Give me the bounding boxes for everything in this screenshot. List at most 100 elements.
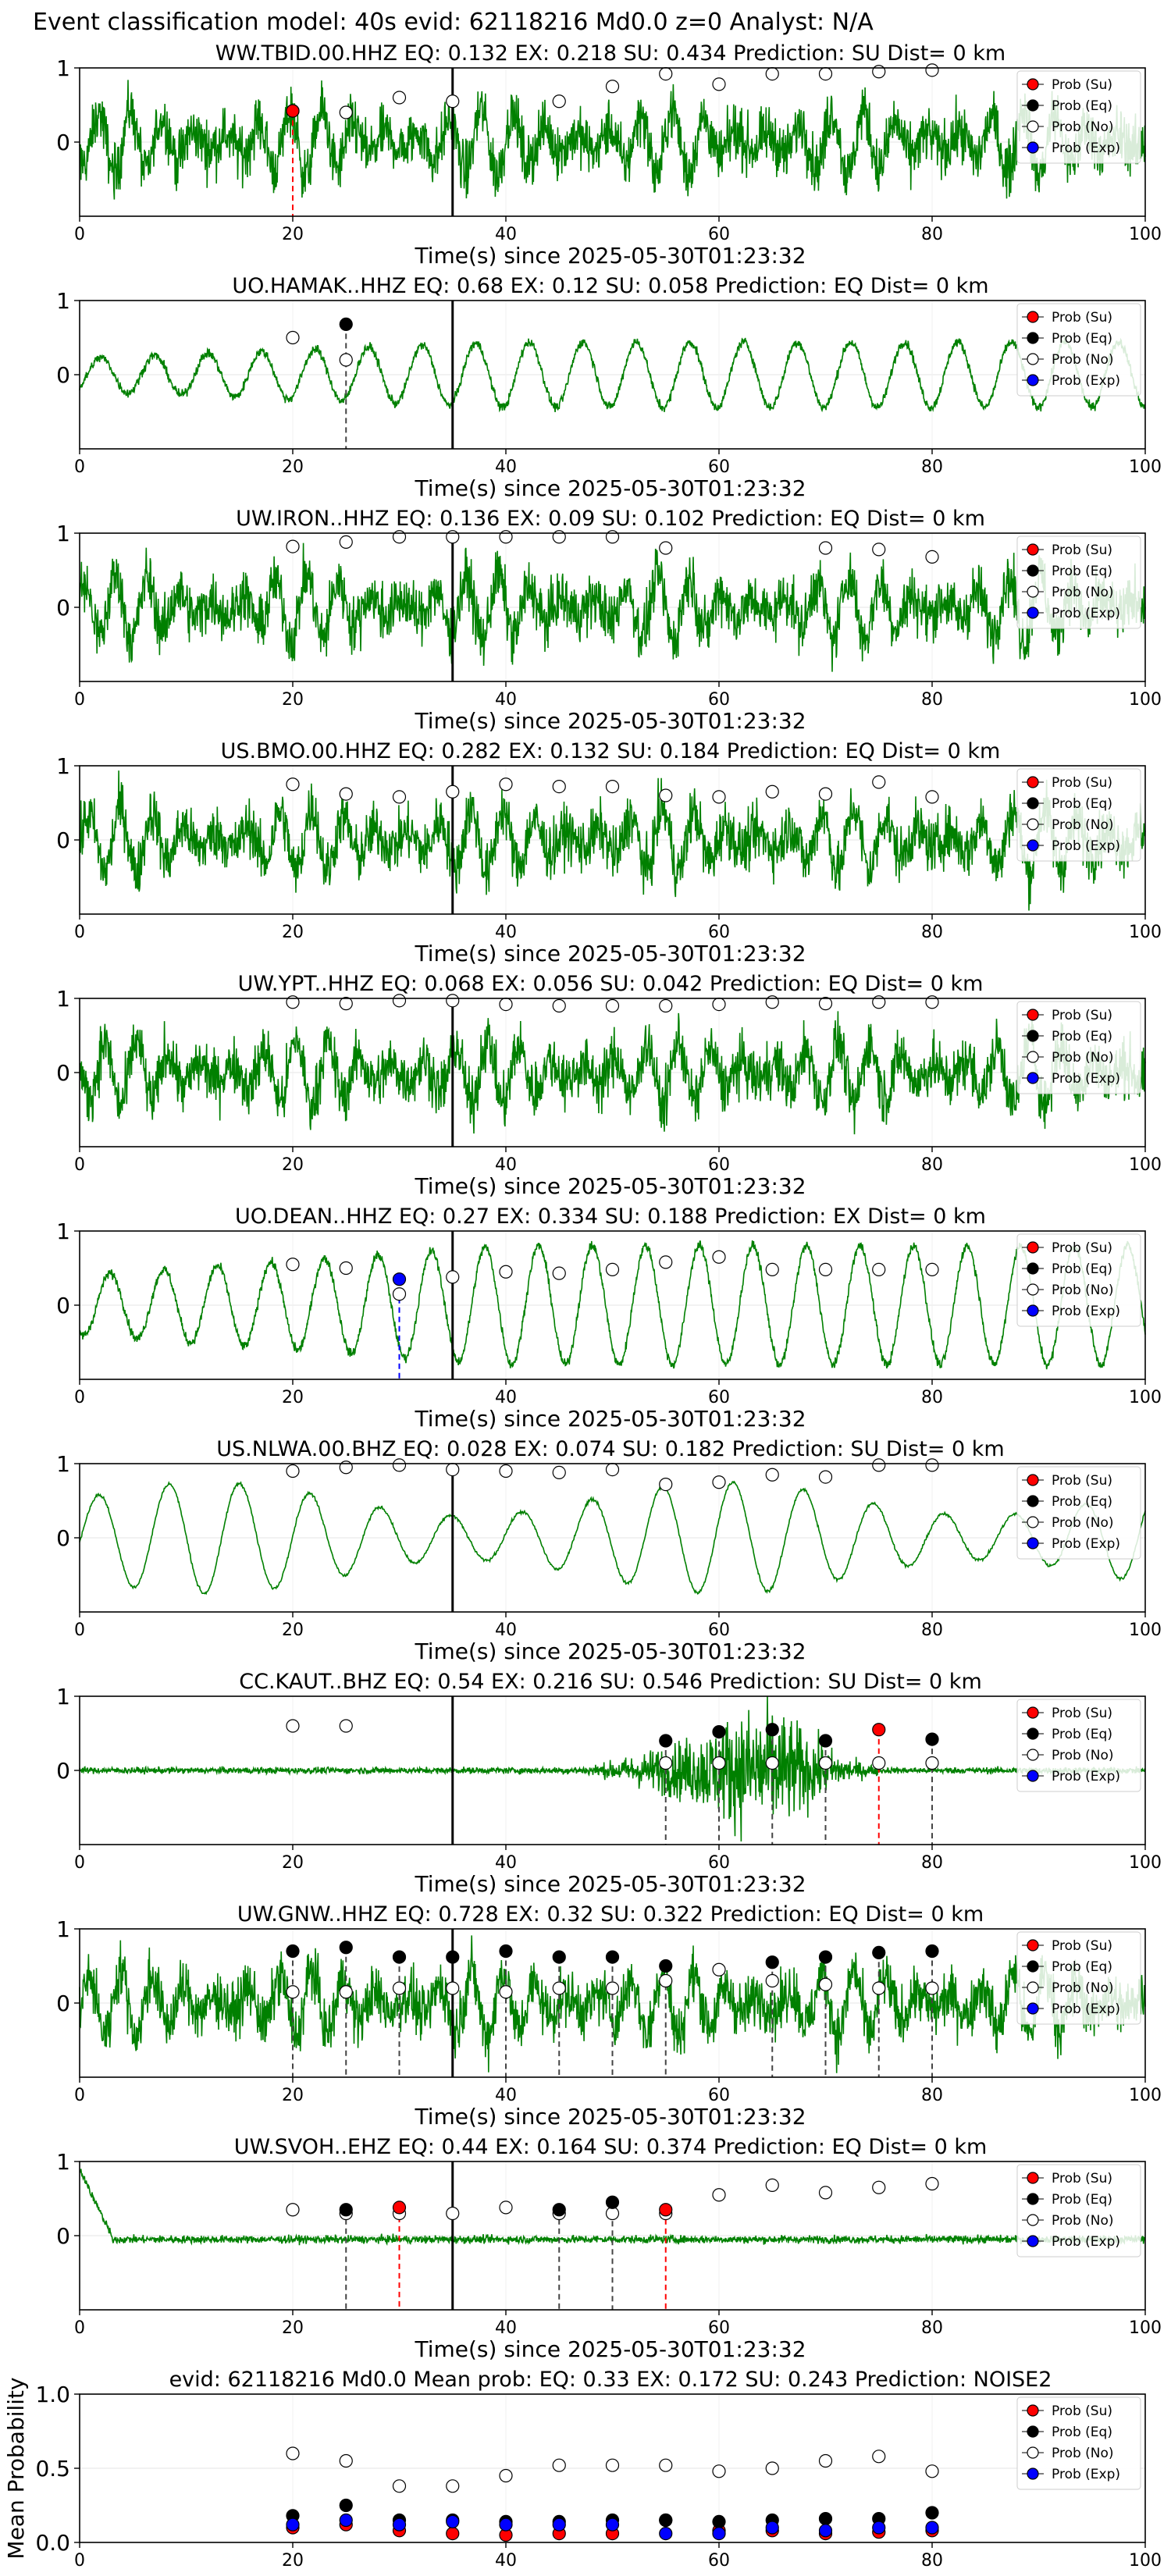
prob-no-point: [605, 80, 620, 94]
x-tick-label: 20: [282, 1155, 304, 1175]
panel-title: evid: 62118216 Md0.0 Mean prob: EQ: 0.33…: [169, 2368, 1052, 2392]
prob-no-point: [818, 997, 833, 1011]
x-tick-label: 0: [74, 225, 85, 244]
legend-label: Prob (Eq): [1052, 98, 1112, 114]
legend-swatch: [1027, 141, 1039, 154]
panel-1: WW.TBID.00.HHZ EQ: 0.132 EX: 0.218 SU: 0…: [56, 41, 1162, 269]
prob-eq-point: [339, 1941, 353, 1955]
prob-exp-point: [499, 2517, 513, 2532]
page-title: Event classification model: 40s evid: 62…: [33, 9, 874, 36]
prob-no-point: [605, 2458, 620, 2472]
x-tick-label: 100: [1129, 225, 1162, 244]
x-tick-label: 100: [1129, 690, 1162, 710]
prob-su-point: [286, 104, 300, 118]
x-tick-label: 80: [921, 690, 943, 710]
prob-no-point: [872, 1262, 886, 1277]
legend-swatch: [1027, 776, 1039, 788]
prob-eq-point: [499, 1944, 513, 1959]
prob-eq-point: [765, 1955, 779, 1969]
x-tick-label: 40: [495, 1388, 517, 1407]
panel-title: UW.GNW..HHZ EQ: 0.728 EX: 0.32 SU: 0.322…: [237, 1902, 984, 1927]
legend-swatch: [1027, 332, 1039, 344]
legend-swatch: [1027, 1304, 1039, 1317]
prob-no-point: [605, 1262, 620, 1277]
prob-eq-point: [818, 1734, 833, 1748]
legend-swatch: [1027, 2002, 1039, 2015]
prob-no-point: [659, 1255, 673, 1269]
prob-eq-point: [818, 1950, 833, 1964]
prob-no-point: [605, 998, 620, 1013]
y-tick-label: 1: [56, 55, 70, 81]
prob-no-point: [712, 1250, 726, 1264]
panel-title: US.BMO.00.HHZ EQ: 0.282 EX: 0.132 SU: 0.…: [221, 739, 1001, 763]
legend-label: Prob (Eq): [1052, 564, 1112, 579]
x-tick-label: 40: [495, 2551, 517, 2571]
x-axis-label: Time(s) since 2025-05-30T01:23:32: [414, 2336, 806, 2362]
prob-no-point: [872, 1458, 886, 1472]
legend-swatch: [1027, 1981, 1039, 1994]
prob-exp-point: [872, 2521, 886, 2535]
legend-label: Prob (No): [1052, 119, 1114, 135]
y-tick-label: 0: [56, 1293, 70, 1318]
legend-swatch: [1027, 543, 1039, 556]
legend-label: Prob (No): [1052, 352, 1114, 368]
x-axis-label: Time(s) since 2025-05-30T01:23:32: [414, 2104, 806, 2129]
y-tick-label: 1: [56, 986, 70, 1012]
legend-box: [1016, 535, 1141, 629]
prob-no-point: [499, 2468, 513, 2483]
prob-no-point: [712, 790, 726, 804]
prob-no-point: [765, 1262, 779, 1277]
y-tick-label: 1: [56, 1916, 70, 1942]
x-axis-label: Time(s) since 2025-05-30T01:23:32: [414, 475, 806, 501]
x-tick-label: 20: [282, 2086, 304, 2105]
y-tick-label: 0: [56, 827, 70, 853]
prob-no-point: [925, 790, 939, 804]
legend-swatch: [1027, 1051, 1039, 1063]
prob-no-point: [446, 785, 460, 799]
x-tick-label: 60: [708, 1853, 730, 1873]
x-axis-label: Time(s) since 2025-05-30T01:23:32: [414, 708, 806, 734]
legend-swatch: [1027, 564, 1039, 577]
x-tick-label: 80: [921, 457, 943, 477]
legend-box: [1016, 1233, 1141, 1327]
legend-box: [1016, 1466, 1141, 1560]
prob-no-point: [286, 1719, 300, 1733]
x-tick-label: 60: [708, 1621, 730, 1640]
prob-no-point: [339, 1461, 353, 1475]
prob-no-point: [925, 995, 939, 1009]
panel-title: UW.SVOH..EHZ EQ: 0.44 EX: 0.164 SU: 0.37…: [234, 2135, 988, 2159]
prob-exp-point: [925, 2521, 939, 2535]
prob-no-point: [286, 539, 300, 553]
prob-no-point: [925, 63, 939, 77]
legend-label: Prob (Exp): [1052, 2467, 1120, 2482]
legend-label: Prob (No): [1052, 1515, 1114, 1531]
prob-no-point: [499, 997, 513, 1012]
x-tick-label: 100: [1129, 1853, 1162, 1873]
legend-box: [1016, 768, 1141, 862]
legend-label: Prob (Su): [1052, 77, 1112, 93]
x-axis-label: Time(s) since 2025-05-30T01:23:32: [414, 243, 806, 269]
prob-no-point: [392, 1287, 407, 1301]
legend-box: [1016, 2396, 1141, 2490]
y-tick-label: 0: [56, 1060, 70, 1086]
x-tick-label: 20: [282, 2318, 304, 2338]
legend-swatch: [1027, 1030, 1039, 1042]
prob-no-point: [339, 105, 353, 119]
prob-eq-point: [286, 1944, 300, 1959]
legend-label: Prob (Eq): [1052, 1959, 1112, 1975]
prob-exp-point: [392, 1272, 407, 1286]
prob-no-point: [659, 1973, 673, 1988]
legend-swatch: [1027, 1262, 1039, 1275]
panel-6: UO.DEAN..HHZ EQ: 0.27 EX: 0.334 SU: 0.18…: [56, 1204, 1162, 1432]
prob-eq-point: [925, 2506, 939, 2520]
legend-label: Prob (Eq): [1052, 1494, 1112, 1510]
x-tick-label: 0: [74, 1388, 85, 1407]
legend-label: Prob (Exp): [1052, 1071, 1120, 1087]
prob-no-point: [872, 995, 886, 1009]
prob-no-point: [659, 788, 673, 802]
legend-swatch: [1027, 839, 1039, 852]
y-tick-label: 0: [56, 1525, 70, 1551]
x-tick-label: 100: [1129, 923, 1162, 942]
prob-eq-point: [552, 2203, 566, 2217]
